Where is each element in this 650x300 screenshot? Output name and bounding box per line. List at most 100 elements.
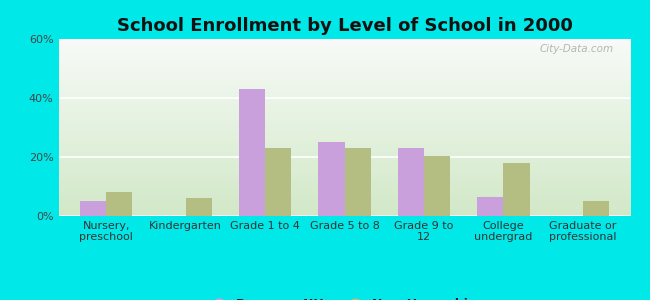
- Bar: [58, 75, 630, 76]
- Bar: [58, 150, 630, 151]
- Bar: [58, 159, 630, 160]
- Bar: [58, 195, 630, 196]
- Bar: [58, 80, 630, 81]
- Bar: [58, 117, 630, 118]
- Bar: [58, 177, 630, 178]
- Bar: [58, 206, 630, 207]
- Bar: [58, 97, 630, 98]
- Bar: [58, 54, 630, 55]
- Bar: [58, 53, 630, 54]
- Bar: [58, 183, 630, 184]
- Bar: [58, 154, 630, 155]
- Bar: [58, 99, 630, 100]
- Bar: [58, 200, 630, 201]
- Bar: [58, 94, 630, 95]
- Bar: [58, 203, 630, 204]
- Bar: [58, 78, 630, 79]
- Bar: [58, 133, 630, 134]
- Bar: [58, 89, 630, 90]
- Bar: [106, 192, 133, 216]
- Bar: [58, 44, 630, 45]
- Bar: [58, 180, 630, 181]
- Bar: [58, 67, 630, 68]
- Bar: [58, 103, 630, 104]
- Bar: [58, 107, 630, 108]
- Bar: [58, 194, 630, 195]
- Bar: [344, 148, 370, 216]
- Bar: [58, 168, 630, 169]
- Bar: [58, 74, 630, 75]
- Bar: [58, 199, 630, 200]
- Bar: [58, 91, 630, 92]
- Bar: [58, 56, 630, 57]
- Bar: [398, 148, 424, 216]
- Bar: [58, 209, 630, 210]
- Bar: [58, 83, 630, 84]
- Bar: [58, 212, 630, 213]
- Bar: [58, 87, 630, 88]
- Bar: [58, 171, 630, 172]
- Bar: [58, 179, 630, 180]
- Bar: [58, 79, 630, 80]
- Bar: [58, 213, 630, 214]
- Bar: [58, 82, 630, 83]
- Bar: [58, 140, 630, 141]
- Bar: [58, 182, 630, 183]
- Bar: [58, 71, 630, 72]
- Bar: [58, 115, 630, 116]
- Bar: [58, 153, 630, 154]
- Bar: [58, 151, 630, 152]
- Bar: [80, 201, 106, 216]
- Bar: [58, 57, 630, 58]
- Bar: [503, 163, 530, 216]
- Bar: [58, 146, 630, 147]
- Bar: [58, 189, 630, 190]
- Bar: [58, 122, 630, 123]
- Bar: [58, 205, 630, 206]
- Bar: [58, 163, 630, 164]
- Bar: [58, 100, 630, 101]
- Bar: [58, 169, 630, 170]
- Bar: [58, 141, 630, 142]
- Bar: [58, 76, 630, 77]
- Bar: [58, 164, 630, 165]
- Bar: [58, 193, 630, 194]
- Bar: [58, 114, 630, 115]
- Text: City-Data.com: City-Data.com: [540, 44, 614, 54]
- Bar: [58, 166, 630, 167]
- Bar: [58, 61, 630, 62]
- Bar: [424, 155, 450, 216]
- Bar: [58, 210, 630, 211]
- Bar: [58, 96, 630, 97]
- Bar: [265, 148, 291, 216]
- Bar: [58, 184, 630, 185]
- Bar: [58, 145, 630, 146]
- Bar: [58, 135, 630, 136]
- Bar: [58, 52, 630, 53]
- Bar: [58, 90, 630, 91]
- Bar: [58, 65, 630, 66]
- Bar: [58, 119, 630, 120]
- Bar: [58, 98, 630, 99]
- Bar: [58, 72, 630, 73]
- Bar: [58, 51, 630, 52]
- Bar: [58, 155, 630, 156]
- Bar: [58, 46, 630, 47]
- Bar: [58, 149, 630, 150]
- Bar: [58, 112, 630, 113]
- Bar: [58, 139, 630, 140]
- Bar: [58, 49, 630, 50]
- Bar: [239, 89, 265, 216]
- Bar: [58, 95, 630, 96]
- Bar: [58, 69, 630, 70]
- Bar: [58, 167, 630, 168]
- Bar: [58, 137, 630, 138]
- Bar: [58, 59, 630, 60]
- Bar: [58, 208, 630, 209]
- Bar: [477, 197, 503, 216]
- Bar: [58, 192, 630, 193]
- Bar: [58, 202, 630, 203]
- Bar: [58, 207, 630, 208]
- Bar: [58, 172, 630, 173]
- Bar: [58, 116, 630, 117]
